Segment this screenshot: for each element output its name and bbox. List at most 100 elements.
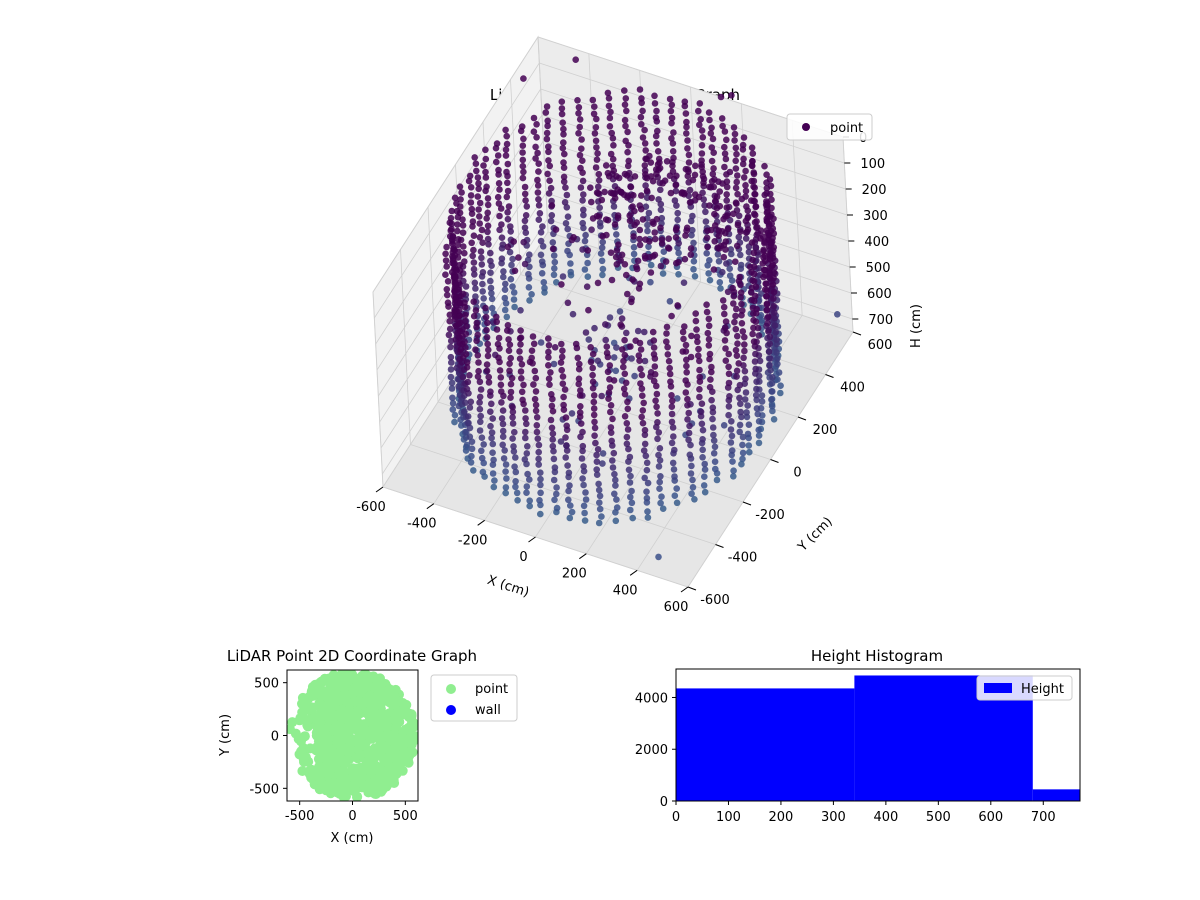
point-3d xyxy=(638,95,645,102)
point-3d xyxy=(498,415,506,422)
point-3d xyxy=(577,387,584,394)
point-3d xyxy=(738,320,746,327)
point-3d xyxy=(509,408,517,416)
point-3d xyxy=(560,393,567,401)
point-3d xyxy=(547,217,555,225)
point-3d xyxy=(737,251,744,259)
point-3d xyxy=(500,268,507,275)
point-2d xyxy=(314,698,325,709)
point-3d xyxy=(642,182,649,189)
point-3d xyxy=(589,371,596,379)
point-3d xyxy=(459,290,467,298)
point-3d xyxy=(725,350,732,358)
point-3d xyxy=(627,493,634,501)
point-3d xyxy=(462,311,469,319)
point-3d xyxy=(483,367,491,375)
point-3d xyxy=(557,359,565,366)
point-3d xyxy=(734,386,741,394)
point-3d xyxy=(446,317,454,325)
point-3d xyxy=(533,121,540,128)
point-3d xyxy=(612,476,619,484)
point-3d xyxy=(670,129,677,136)
point-3d xyxy=(735,212,743,220)
point-3d xyxy=(532,401,540,409)
point-3d xyxy=(467,184,475,191)
point-3d xyxy=(468,445,476,453)
point-3d xyxy=(650,337,658,344)
point-3d xyxy=(722,345,729,352)
point-3d xyxy=(451,418,458,426)
point-3d xyxy=(509,435,516,442)
point-3d xyxy=(729,458,736,465)
point-3d xyxy=(491,477,498,484)
point-3d xyxy=(582,231,589,239)
point-3d xyxy=(652,397,659,405)
point-3d xyxy=(478,447,485,455)
grid-z-back xyxy=(539,62,845,164)
point-3d xyxy=(483,334,491,341)
point-3d xyxy=(595,486,603,494)
z-tick-label-3d: 400 xyxy=(864,235,889,250)
point-3d xyxy=(668,135,675,142)
point-3d xyxy=(748,144,756,151)
point-3d xyxy=(613,247,621,254)
point-3d xyxy=(450,260,458,268)
point-3d xyxy=(559,273,567,280)
point-3d xyxy=(551,258,559,266)
point-3d xyxy=(668,392,675,399)
point-3d xyxy=(606,123,614,130)
point-3d xyxy=(701,473,708,481)
point-3d xyxy=(476,393,484,401)
point-3d xyxy=(578,455,586,462)
point-3d xyxy=(700,482,708,489)
point-3d xyxy=(506,341,514,349)
point-3d xyxy=(503,140,511,148)
point-3d xyxy=(499,407,507,414)
point-3d xyxy=(444,278,452,285)
point-3d xyxy=(564,213,572,220)
point-3d xyxy=(631,173,639,180)
point-3d xyxy=(682,232,689,239)
point-3d xyxy=(638,192,645,199)
point-3d xyxy=(722,318,730,325)
point-3d xyxy=(761,162,768,170)
point-3d xyxy=(579,475,586,482)
point-3d xyxy=(633,265,641,273)
point-3d xyxy=(535,216,543,223)
point-3d xyxy=(588,198,595,206)
point-3d xyxy=(544,122,551,130)
point-3d xyxy=(706,116,713,124)
point-3d xyxy=(735,360,742,367)
point-3d xyxy=(485,346,492,354)
point-3d xyxy=(650,344,658,351)
point-3d xyxy=(657,186,664,194)
y-tick-label-3d: -400 xyxy=(728,551,758,566)
point-3d xyxy=(522,407,529,414)
point-2d xyxy=(366,767,376,777)
point-3d xyxy=(752,350,759,358)
point-3d xyxy=(637,113,645,121)
point-3d xyxy=(461,299,468,307)
point-3d xyxy=(699,446,706,454)
point-3d xyxy=(541,284,548,292)
point-3d xyxy=(595,183,602,191)
point-3d xyxy=(591,130,599,137)
point-3d xyxy=(740,134,748,141)
point-3d xyxy=(558,366,565,374)
point-3d xyxy=(455,306,463,314)
point-3d xyxy=(639,407,647,414)
point-3d xyxy=(691,496,698,503)
point-3d xyxy=(733,305,740,313)
point-3d xyxy=(470,265,478,273)
point-3d xyxy=(730,473,737,480)
point-3d xyxy=(461,408,468,415)
point-3d xyxy=(468,438,476,446)
point-3d xyxy=(502,146,510,153)
point-3d xyxy=(565,487,572,495)
point-3d xyxy=(462,330,470,338)
point-3d xyxy=(518,388,526,396)
point-3d xyxy=(650,377,658,385)
point-3d xyxy=(447,227,455,234)
point-2d xyxy=(385,762,396,772)
point-3d xyxy=(755,439,763,447)
